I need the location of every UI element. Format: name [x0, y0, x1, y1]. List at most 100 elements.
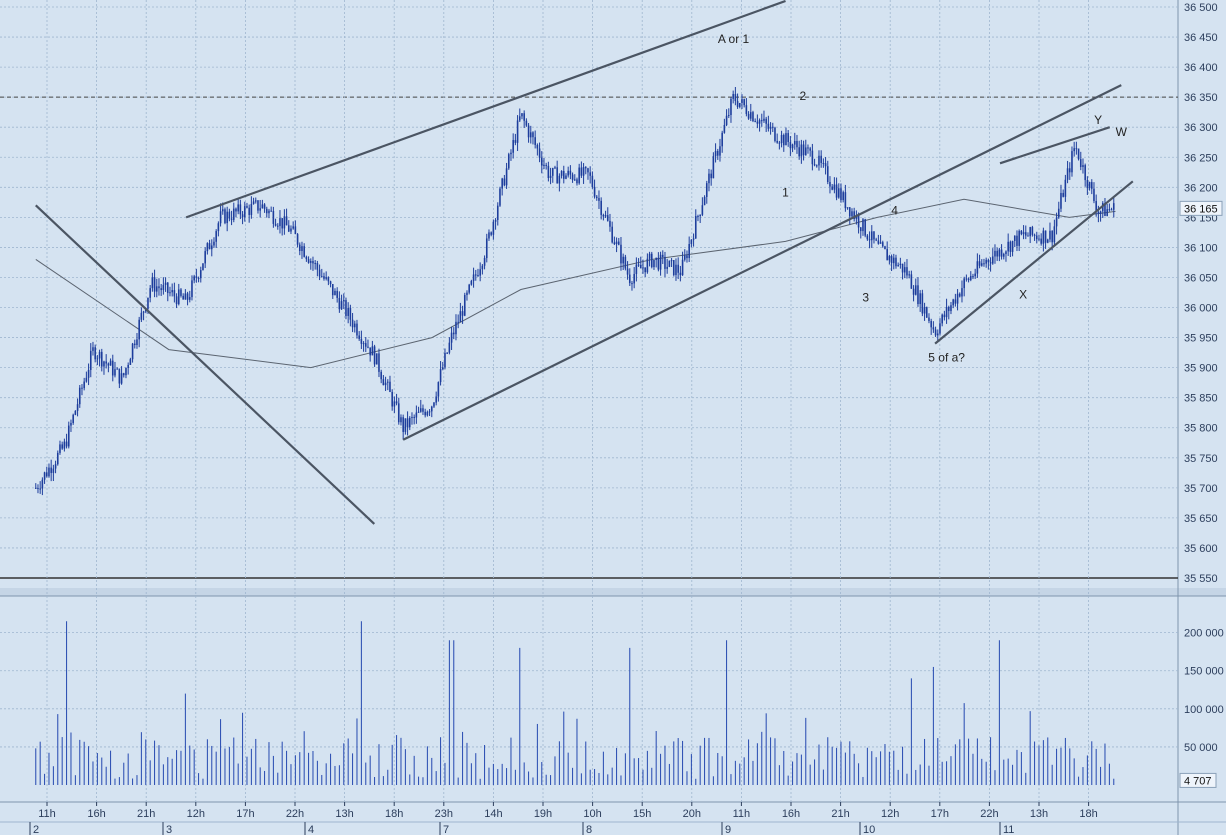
candle-body — [1009, 241, 1012, 252]
candle-body — [820, 155, 822, 163]
candle-body — [384, 382, 387, 386]
wave-label: 5 of a? — [928, 351, 965, 365]
candle-body — [699, 214, 701, 217]
hour-tick-label: 13h — [1030, 808, 1048, 820]
price-tick-label: 36 100 — [1184, 242, 1218, 254]
candle-body — [507, 154, 510, 169]
candle-body — [133, 343, 136, 346]
candle-body — [582, 167, 585, 176]
candle-body — [85, 377, 88, 382]
candle-body — [265, 208, 268, 214]
candle-body — [903, 267, 906, 273]
candle-body — [1093, 188, 1095, 202]
candle-body — [481, 265, 484, 270]
candle-body — [349, 307, 352, 320]
candle-body — [672, 260, 675, 276]
candle-body — [701, 205, 704, 215]
candle-body — [450, 332, 453, 343]
candle-body — [1066, 168, 1069, 180]
candle-body — [488, 232, 490, 239]
candle-body — [910, 274, 913, 289]
hour-tick-label: 18h — [1079, 808, 1097, 820]
candle-body — [98, 351, 101, 359]
candle-body — [668, 260, 671, 267]
candle-body — [345, 300, 347, 316]
candle-body — [197, 277, 200, 279]
candle-body — [92, 347, 94, 351]
candle-body — [690, 239, 693, 245]
candle-body — [301, 246, 303, 251]
candle-body — [785, 133, 787, 146]
candle-body — [549, 175, 552, 179]
candle-body — [360, 338, 363, 344]
candle-body — [633, 273, 635, 284]
trendline — [35, 204, 376, 525]
day-label: 4 — [308, 824, 314, 835]
candle-body — [983, 263, 985, 265]
candle-body — [87, 369, 90, 378]
candle-body — [1049, 230, 1051, 240]
candle-body — [666, 266, 668, 269]
current-volume-label: 4 707 — [1184, 775, 1212, 787]
candle-body — [175, 296, 178, 305]
candle-body — [206, 243, 209, 252]
candle-body — [606, 215, 609, 221]
candle-body — [303, 246, 305, 257]
candle-body — [219, 211, 222, 224]
candle-body — [162, 284, 165, 291]
candle-body — [499, 188, 501, 206]
candle-body — [961, 288, 963, 297]
candle-body — [846, 207, 849, 209]
wave-label: 2 — [800, 89, 807, 103]
candle-body — [243, 206, 246, 218]
candle-body — [1084, 165, 1086, 181]
candle-body — [780, 134, 783, 144]
candle-body — [74, 410, 77, 415]
candle-body — [991, 256, 994, 264]
candle-body — [188, 297, 191, 300]
candle-body — [294, 226, 297, 235]
candle-body — [254, 200, 257, 202]
candle-body — [1108, 209, 1111, 211]
candle-body — [855, 215, 858, 220]
hour-tick-label: 23h — [435, 808, 453, 820]
candle-body — [340, 301, 343, 310]
volume-tick-label: 150 000 — [1184, 666, 1224, 678]
candle-body — [642, 267, 644, 269]
candle-body — [342, 300, 345, 302]
wave-label: A or 1 — [718, 32, 750, 46]
candle-body — [287, 225, 290, 232]
day-label: 9 — [725, 824, 731, 835]
candle-body — [290, 228, 292, 232]
candle-body — [888, 256, 891, 261]
candle-body — [771, 126, 774, 128]
candle-body — [934, 329, 937, 336]
candle-body — [967, 278, 970, 281]
candle-body — [512, 140, 514, 153]
wave-label: 3 — [862, 291, 869, 305]
volume-tick-label: 100 000 — [1184, 704, 1224, 716]
candle-body — [364, 343, 367, 347]
candle-body — [1104, 203, 1106, 216]
candle-body — [50, 467, 52, 473]
candle-body — [494, 220, 497, 222]
candle-body — [477, 275, 479, 277]
candle-body — [334, 290, 336, 296]
hour-tick-label: 17h — [931, 808, 949, 820]
candle-body — [395, 401, 398, 404]
candle-body — [804, 147, 807, 156]
candle-body — [52, 468, 55, 473]
candle-body — [950, 305, 952, 312]
price-tick-label: 36 200 — [1184, 182, 1218, 194]
candle-body — [591, 175, 594, 187]
candle-body — [730, 98, 732, 115]
candle-body — [584, 167, 587, 169]
candle-body — [48, 467, 50, 477]
candle-body — [461, 311, 464, 316]
day-label: 10 — [863, 824, 875, 835]
candle-body — [158, 286, 160, 289]
candle-body — [543, 164, 545, 166]
candle-body — [721, 132, 723, 147]
candle-body — [81, 387, 83, 389]
price-tick-label: 35 900 — [1184, 363, 1218, 375]
